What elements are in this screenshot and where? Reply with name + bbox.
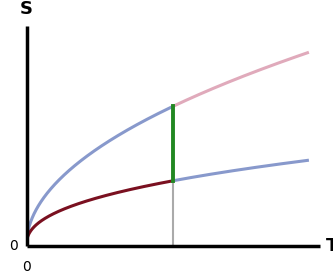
Text: 0: 0 <box>9 239 18 253</box>
Text: 0: 0 <box>22 260 31 273</box>
Text: S: S <box>20 0 33 18</box>
Text: T: T <box>326 237 333 255</box>
